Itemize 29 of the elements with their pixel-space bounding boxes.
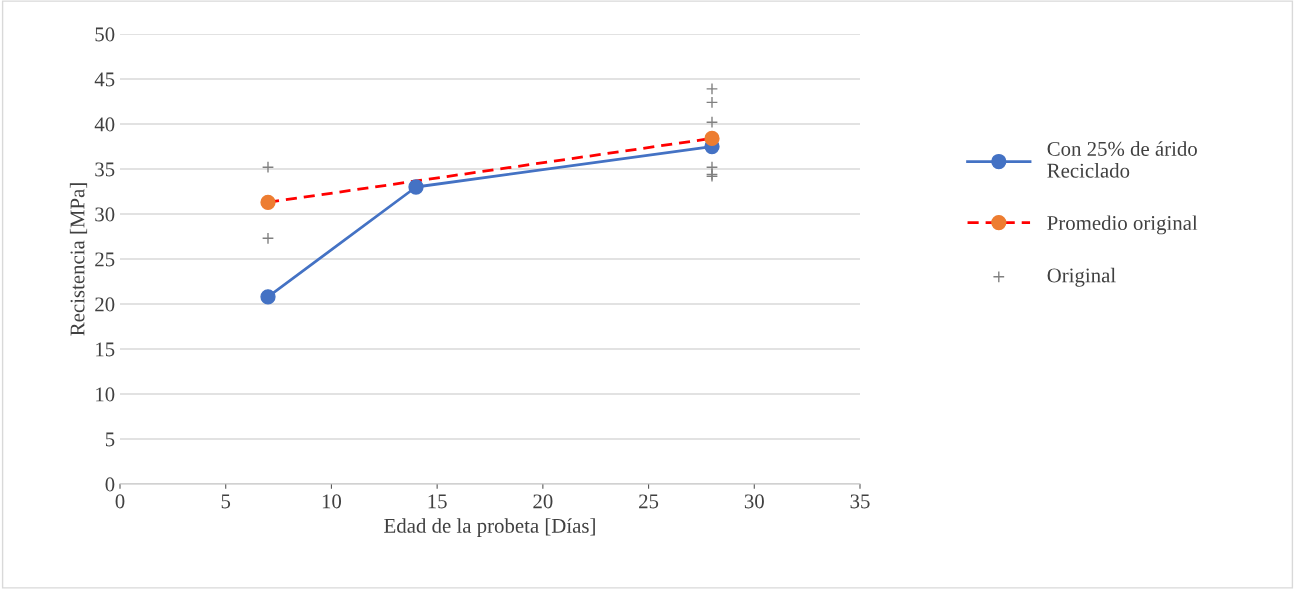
y-tick-label: 45: [94, 72, 115, 87]
point: [705, 96, 719, 109]
y-axis-title: Recistencia [MPa]: [69, 183, 88, 336]
point: [705, 82, 719, 95]
point: [705, 116, 719, 129]
y-tick-label: 35: [95, 162, 115, 177]
y-tick-label: 25: [95, 252, 115, 267]
y-tick-label: 20: [95, 297, 115, 312]
x-axis-title: Edad de la probeta [Días]: [384, 518, 595, 538]
y-tick-label: 30: [95, 207, 115, 222]
x-tick-label: 25: [639, 494, 659, 509]
x-tick-label: 10: [322, 494, 342, 509]
y-tick-label: 0: [105, 477, 115, 492]
x-tick-label: 0: [115, 494, 125, 509]
point: [261, 161, 275, 174]
y-tick-label: 5: [105, 432, 115, 447]
y-tick-label: 10: [96, 387, 115, 402]
legend-label: Promedio original: [1047, 215, 1198, 235]
y-tick-label: 40: [94, 117, 115, 132]
y-tick-label: 50: [95, 27, 115, 42]
x-tick-label: 20: [533, 494, 553, 509]
x-tick-label: 5: [221, 494, 231, 509]
x-tick-label: 35: [850, 494, 870, 509]
legend-label: Original: [1047, 267, 1116, 287]
x-tick-label: 15: [428, 494, 447, 509]
legend-label: Con 25% de árido Reciclado: [1047, 141, 1197, 178]
x-tick-label: 30: [744, 494, 764, 509]
y-tick-label: 15: [96, 342, 115, 357]
point: [261, 232, 275, 245]
